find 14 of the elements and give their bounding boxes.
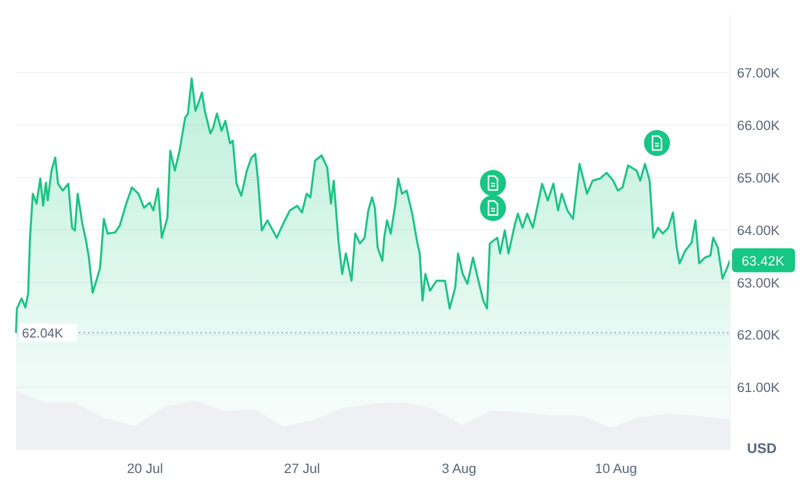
y-tick-label: 64.00K [737, 222, 780, 238]
y-tick-label: 66.00K [737, 118, 780, 134]
x-tick-label: 10 Aug [594, 461, 638, 476]
ref-line-label: 62.04K [22, 326, 64, 341]
x-tick-label: 27 Jul [284, 461, 320, 476]
y-tick-label: 65.00K [737, 170, 780, 186]
y-axis-title: USD [747, 440, 777, 456]
x-tick-label: 20 Jul [126, 461, 163, 476]
y-tick-label: 61.00K [737, 380, 780, 396]
y-tick-label: 62.00K [737, 328, 780, 343]
y-tick-label: 63.00K [737, 275, 780, 290]
annotation: 63.42K [742, 253, 784, 268]
x-tick-label: 3 Aug [442, 461, 476, 476]
y-tick-label: 67.00K [737, 66, 780, 81]
